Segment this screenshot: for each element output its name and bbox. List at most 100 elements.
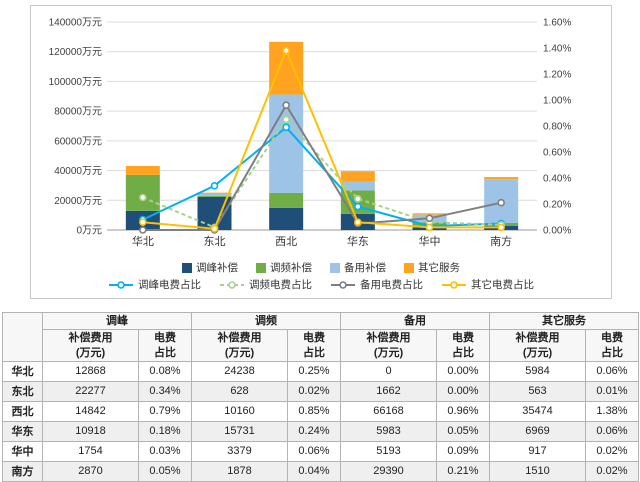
table-cell: 0.79% [138, 400, 192, 422]
legend-line-swatch [220, 280, 244, 289]
y2-axis-label: 1.60% [543, 18, 571, 29]
table-cell: 0.04% [287, 460, 341, 482]
data-table: 调峰 调频 备用 其它服务 补偿费用 (万元) 电费 占比 补偿费用 (万元) 电费 占比 补偿… [2, 311, 639, 482]
table-cell: 1662 [340, 380, 437, 402]
combo-chart: 0万元 20000万元 40000万元 60000万元 80000万元 100000万元 1… [49, 18, 572, 249]
table-cell: 563 [489, 380, 586, 402]
table-cell: 1510 [489, 460, 586, 482]
legend-line-swatch [109, 280, 133, 289]
table-cell: 3379 [191, 440, 288, 462]
sub-header: 补偿费用 (万元) [42, 329, 139, 362]
legend-item: 备用电费占比 [330, 277, 423, 292]
sub-header: 补偿费用 (万元) [489, 329, 586, 362]
table-cell: 0 [340, 360, 437, 382]
y2-axis-label: 0.00% [543, 226, 571, 237]
region-label: 华中 [2, 440, 43, 462]
region-label: 西北 [2, 400, 43, 422]
line-marker [282, 123, 290, 132]
table-cell: 0.05% [138, 460, 192, 482]
bar-segment [340, 181, 375, 191]
sub-header: 补偿费用 (万元) [191, 329, 288, 362]
table-cell: 0.05% [436, 420, 490, 442]
table-cell: 0.00% [436, 380, 490, 402]
bar-segment [412, 213, 447, 215]
table-cell: 0.96% [436, 400, 490, 422]
table-cell: 0.02% [287, 380, 341, 402]
legend-swatch [404, 262, 414, 273]
x-category-label: 华中 [419, 234, 441, 248]
table-cell: 0.02% [585, 460, 639, 482]
legend-label: 备用补偿 [344, 262, 386, 274]
table-cell: 29390 [340, 460, 437, 482]
chart-panel: 0万元 20000万元 40000万元 60000万元 80000万元 100000万元 1… [30, 5, 612, 299]
table-cell: 0.34% [138, 380, 192, 402]
table-row: 华北 12868 0.08% 24238 0.25% 0 0.00% 5984 0.06% [2, 360, 639, 382]
region-label: 华北 [2, 360, 43, 382]
table-header: 调峰 调频 备用 其它服务 补偿费用 (万元) 电费 占比 补偿费用 (万元) 电费 占比 补偿… [2, 311, 639, 362]
x-category-label: 东北 [204, 235, 226, 248]
table-cell: 0.25% [287, 360, 341, 382]
table-cell: 0.03% [138, 440, 192, 462]
line-marker [210, 224, 219, 233]
x-category-label: 南方 [490, 234, 512, 248]
legend-item: 调频电费占比 [219, 277, 312, 292]
group-header: 调峰 [42, 311, 192, 331]
bar-segment [125, 165, 160, 175]
bar-segment [197, 193, 232, 196]
x-category-label: 西北 [275, 235, 297, 248]
legend-line-swatch [331, 280, 355, 289]
table-cell: 1.38% [585, 400, 639, 422]
y2-axis-label: 0.40% [543, 174, 571, 185]
table-cell: 0.09% [436, 440, 490, 462]
table-cell: 24238 [191, 360, 288, 382]
legend-line-swatch [442, 280, 466, 289]
legend-item: 调峰补偿 [182, 260, 238, 275]
line-series [142, 47, 502, 230]
table-cell: 917 [489, 440, 586, 462]
legend-item: 其它电费占比 [441, 277, 534, 292]
line-marker [139, 226, 147, 234]
line-marker [139, 193, 147, 202]
bar-segment [197, 192, 232, 194]
line-series [142, 117, 502, 229]
table-cell: 0.00% [436, 360, 490, 382]
sub-header: 电费 占比 [287, 329, 341, 362]
legend-swatch [330, 262, 340, 273]
corner-cell [2, 312, 43, 362]
table-cell: 14842 [42, 400, 139, 422]
bar-segment [269, 192, 304, 208]
line-marker [354, 202, 362, 211]
legend-label: 其它电费占比 [471, 279, 534, 291]
line-marker [425, 223, 434, 232]
table-cell: 35474 [489, 400, 586, 422]
legend-line-series: 调峰电费占比 调频电费占比 备用电费占比 其它电费占比 [31, 276, 611, 293]
line-marker [210, 182, 219, 190]
bar-segment [197, 195, 232, 197]
bar-segment [269, 207, 304, 230]
table-cell: 0.06% [585, 420, 639, 442]
table-row: 西北 14842 0.79% 10160 0.85% 66168 0.96% 35474 1.3… [2, 400, 639, 422]
table-row: 南方 2870 0.05% 1878 0.04% 29390 0.21% 1510 0.02% [2, 460, 639, 482]
line-marker [354, 195, 362, 203]
legend-label: 调峰电费占比 [138, 279, 201, 291]
table-cell: 0.21% [436, 460, 490, 482]
x-category-label: 华北 [132, 234, 154, 248]
table-cell: 10160 [191, 400, 288, 422]
table-cell: 66168 [340, 400, 437, 422]
line-marker [354, 218, 362, 226]
sub-header: 电费 占比 [585, 329, 639, 362]
bar-segment [340, 171, 375, 182]
table-cell: 0.18% [138, 420, 192, 442]
y-axis-label: 140000万元 [49, 18, 102, 29]
group-header: 其它服务 [489, 311, 639, 331]
line-marker [497, 223, 505, 232]
line-series [142, 103, 502, 231]
table-cell: 0.06% [585, 360, 639, 382]
legend-swatch [256, 262, 266, 273]
table-cell: 1878 [191, 460, 288, 482]
line-marker [282, 46, 290, 55]
region-label: 东北 [2, 380, 43, 402]
y-axis-label: 100000万元 [49, 77, 102, 88]
y-axis-label: 20000万元 [54, 196, 102, 207]
table-cell: 628 [191, 380, 288, 402]
